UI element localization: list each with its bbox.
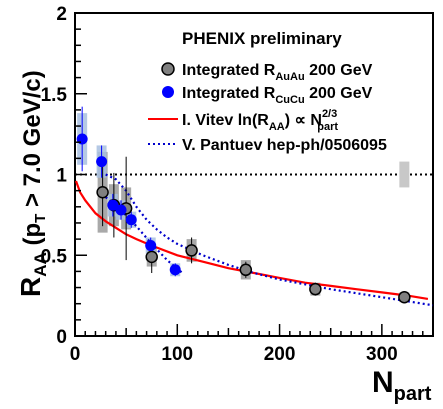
cucu-point <box>107 199 119 211</box>
legend-vitev-sup: 2/3 <box>322 108 337 120</box>
cucu-point <box>125 214 137 226</box>
y-axis-title-rest: (p <box>19 223 46 252</box>
legend-cucu-main: Integrated R <box>182 85 276 102</box>
svg-text:Npart: Npart <box>372 366 432 405</box>
auau-point <box>96 186 109 199</box>
cucu-point <box>96 156 108 168</box>
auau-point <box>309 282 322 296</box>
legend-entry-pantuev: V. Pantuev hep-ph/0506095 <box>148 137 387 154</box>
legend-vitev-sub2: part <box>317 121 338 133</box>
legend-vitev-sub: AA <box>269 121 285 133</box>
legend: PHENIX preliminary Integrated RAuAu 200 … <box>148 29 387 154</box>
legend-vitev-main: I. Vitev ln(R <box>182 112 269 129</box>
legend-marker-cucu <box>162 86 174 98</box>
curve-vitev <box>74 180 429 300</box>
auau-point <box>145 250 158 264</box>
x-axis-title: Npart <box>372 366 432 405</box>
auau-point <box>185 244 198 257</box>
legend-title: PHENIX preliminary <box>182 29 342 48</box>
svg-text:RAA (pT > 7.0 GeV/c): RAA (pT > 7.0 GeV/c) <box>15 70 50 297</box>
x-tick-label: 300 <box>366 344 398 365</box>
svg-text:Integrated RAuAu 200 GeV: Integrated RAuAu 200 GeV <box>182 62 373 83</box>
y-axis-title-main: R <box>15 277 46 297</box>
svg-text:Integrated RCuCu 200 GeV: Integrated RCuCu 200 GeV <box>182 85 373 106</box>
y-tick-label: 1.5 <box>41 85 68 106</box>
y-axis-title: RAA (pT > 7.0 GeV/c) <box>15 70 50 297</box>
y-axis-title-tail: > 7.0 GeV/c) <box>19 70 46 213</box>
y-tick-label: 2 <box>56 4 67 25</box>
legend-auau-tail: 200 GeV <box>305 62 373 79</box>
legend-entry-cucu: Integrated RCuCu 200 GeV <box>162 85 373 106</box>
y-tick-label: 0 <box>56 327 67 348</box>
axis-ticks: 0 100 200 300 0 0.5 1 1.5 2 <box>41 4 434 365</box>
curve-pantuev <box>105 173 434 307</box>
normalization-uncertainty-box <box>399 161 410 188</box>
x-tick-label: 100 <box>161 344 193 365</box>
x-tick-label: 200 <box>264 344 296 365</box>
auau-point <box>398 290 411 304</box>
cucu-point <box>115 204 127 216</box>
legend-pantuev-label: V. Pantuev hep-ph/0506095 <box>182 137 387 154</box>
legend-cucu-sub: CuCu <box>275 94 304 106</box>
legend-marker-auau <box>161 62 175 76</box>
y-axis-title-rest-sub: T <box>32 214 49 223</box>
legend-vitev-mid: ) ∝ N <box>285 112 322 129</box>
auau-point <box>239 263 253 277</box>
legend-entry-auau: Integrated RAuAu 200 GeV <box>161 62 373 83</box>
legend-auau-sub: AuAu <box>275 71 304 83</box>
cucu-point <box>169 264 181 276</box>
cucu-point <box>145 240 157 252</box>
data-points <box>76 133 411 304</box>
y-tick-label: 0.5 <box>41 246 68 267</box>
y-axis-title-sub: AA <box>31 252 50 277</box>
plot-frame <box>74 12 434 337</box>
x-axis-title-main: N <box>372 366 394 399</box>
x-axis-title-sub: part <box>394 383 432 405</box>
legend-entry-vitev: I. Vitev ln(RAA) ∝ N2/3 part <box>148 108 338 133</box>
legend-auau-main: Integrated R <box>182 62 276 79</box>
plot-area <box>74 12 434 337</box>
legend-cucu-tail: 200 GeV <box>305 85 373 102</box>
x-tick-label: 0 <box>70 344 81 365</box>
y-tick-label: 1 <box>56 166 67 187</box>
